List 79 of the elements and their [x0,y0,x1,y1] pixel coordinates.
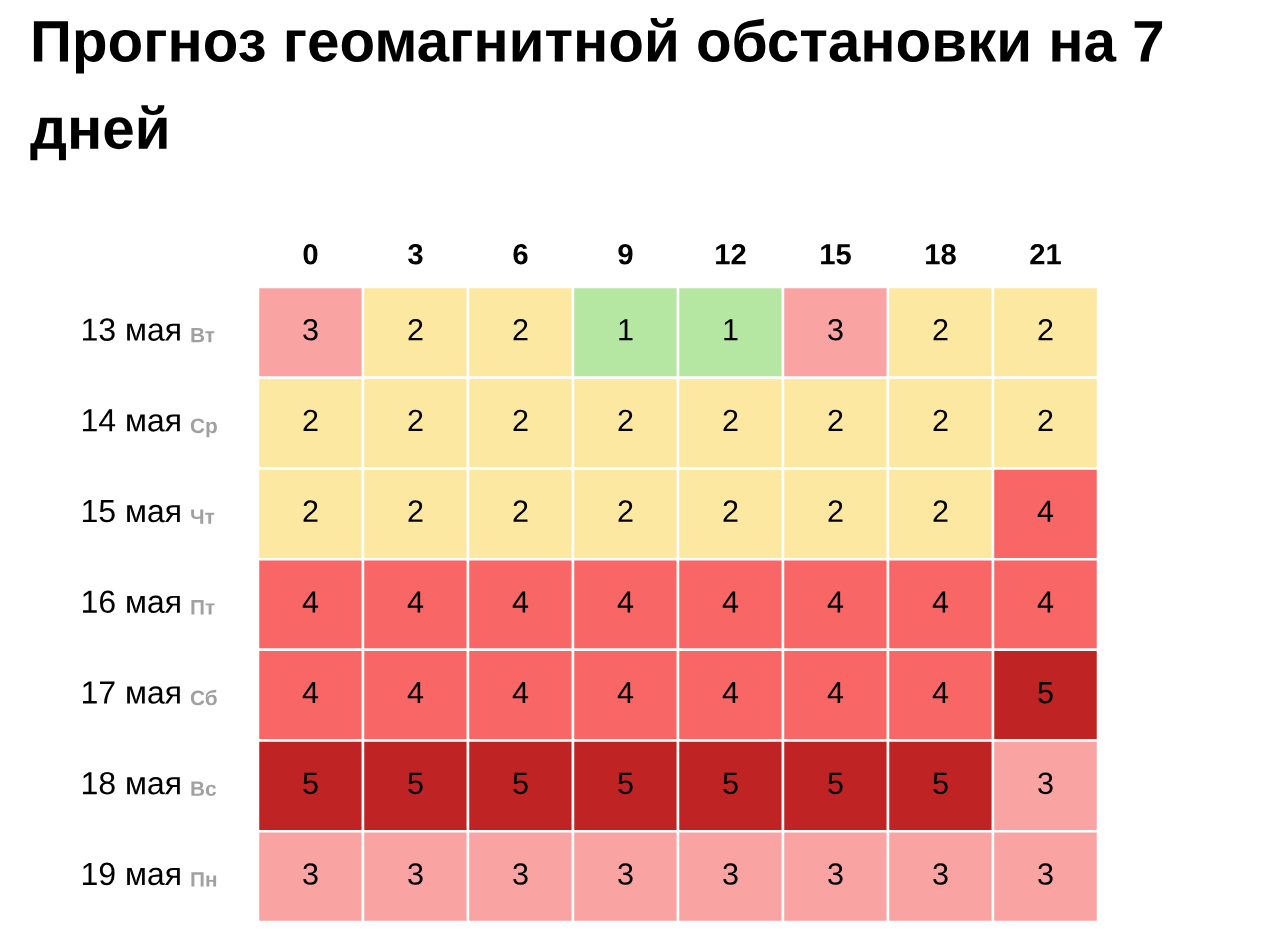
data-label: 4 [722,682,739,704]
data-label: 4 [407,591,424,613]
data-label: 4 [827,591,844,613]
x-tick-label: 3 [408,243,423,265]
data-label: 4 [617,591,634,613]
data-label: 4 [512,682,529,704]
data-label: 5 [723,772,738,795]
data-label: 2 [723,409,738,431]
data-label: 4 [932,682,949,704]
data-label: 2 [828,409,843,431]
data-label: 4 [1037,591,1054,613]
y-tick-label: 15 мая [83,500,180,523]
data-label: 3 [723,863,738,885]
data-label: 4 [407,682,424,704]
data-label: 5 [513,772,528,795]
data-label: 2 [618,500,633,522]
data-label: 5 [933,772,948,795]
data-label: 3 [828,863,843,885]
data-label: 3 [303,863,318,885]
data-label: 5 [618,772,633,795]
y-tick-label: 17 мая [83,681,180,704]
data-label: 3 [513,863,528,885]
data-label: 2 [303,409,318,431]
data-label: 1 [724,319,738,341]
data-label: 2 [933,318,948,341]
data-label: 4 [617,682,634,704]
y2-tick-label: Пт [191,600,215,615]
data-label: 2 [1038,409,1053,431]
data-label: 4 [302,682,319,704]
y2-tick-label: Вс [191,781,217,797]
data-label: 2 [408,500,423,522]
data-label: 2 [1038,318,1053,341]
data-label: 2 [513,318,528,341]
y-tick-label: 14 мая [83,409,180,432]
data-label: 4 [722,591,739,613]
data-label: 2 [933,409,948,431]
data-label: 3 [618,863,633,885]
data-label: 1 [619,319,633,341]
x-tick-label: 18 [926,243,956,265]
y-tick-label: 18 мая [83,771,180,795]
data-label: 4 [1037,500,1054,522]
y2-tick-label: Вт [191,327,215,343]
data-label: 4 [932,591,949,613]
data-label: 2 [933,500,948,522]
data-label: 2 [513,500,528,522]
y2-tick-label: Чт [191,509,215,524]
data-label: 4 [512,591,529,613]
data-label: 5 [1038,682,1053,704]
data-label: 3 [1038,863,1053,885]
data-label: 4 [302,591,319,613]
data-label: 2 [408,409,423,431]
data-label: 2 [723,500,738,522]
data-label: 3 [303,318,318,341]
data-label: 5 [303,772,318,795]
y-tick-label: 16 мая [83,590,180,614]
data-label: 4 [827,682,844,704]
y-tick-label: 19 мая [83,862,180,886]
data-label: 5 [828,772,843,795]
data-label: 3 [828,318,843,341]
y2-tick-label: Сб [190,689,217,706]
data-label: 2 [303,500,318,522]
x-tick-label: 9 [618,243,633,265]
data-label: 2 [408,318,423,341]
data-label: 3 [408,863,423,885]
data-label: 3 [933,863,948,885]
x-tick-label: 6 [513,243,528,265]
x-tick-label: 12 [716,243,746,265]
data-label: 5 [408,772,423,795]
y2-tick-label: Пн [191,872,217,887]
x-tick-label: 21 [1030,243,1061,265]
chart-title: Прогноз геомагнитной обстановки на 7 дней [30,18,1163,161]
data-label: 2 [513,409,528,431]
data-label: 3 [1038,772,1053,795]
x-tick-label: 15 [821,244,851,265]
x-tick-label: 0 [303,243,318,265]
data-label: 2 [618,409,633,431]
y2-tick-label: Ср [190,418,217,438]
data-label: 2 [828,500,843,522]
y-tick-label: 13 мая [83,318,180,341]
